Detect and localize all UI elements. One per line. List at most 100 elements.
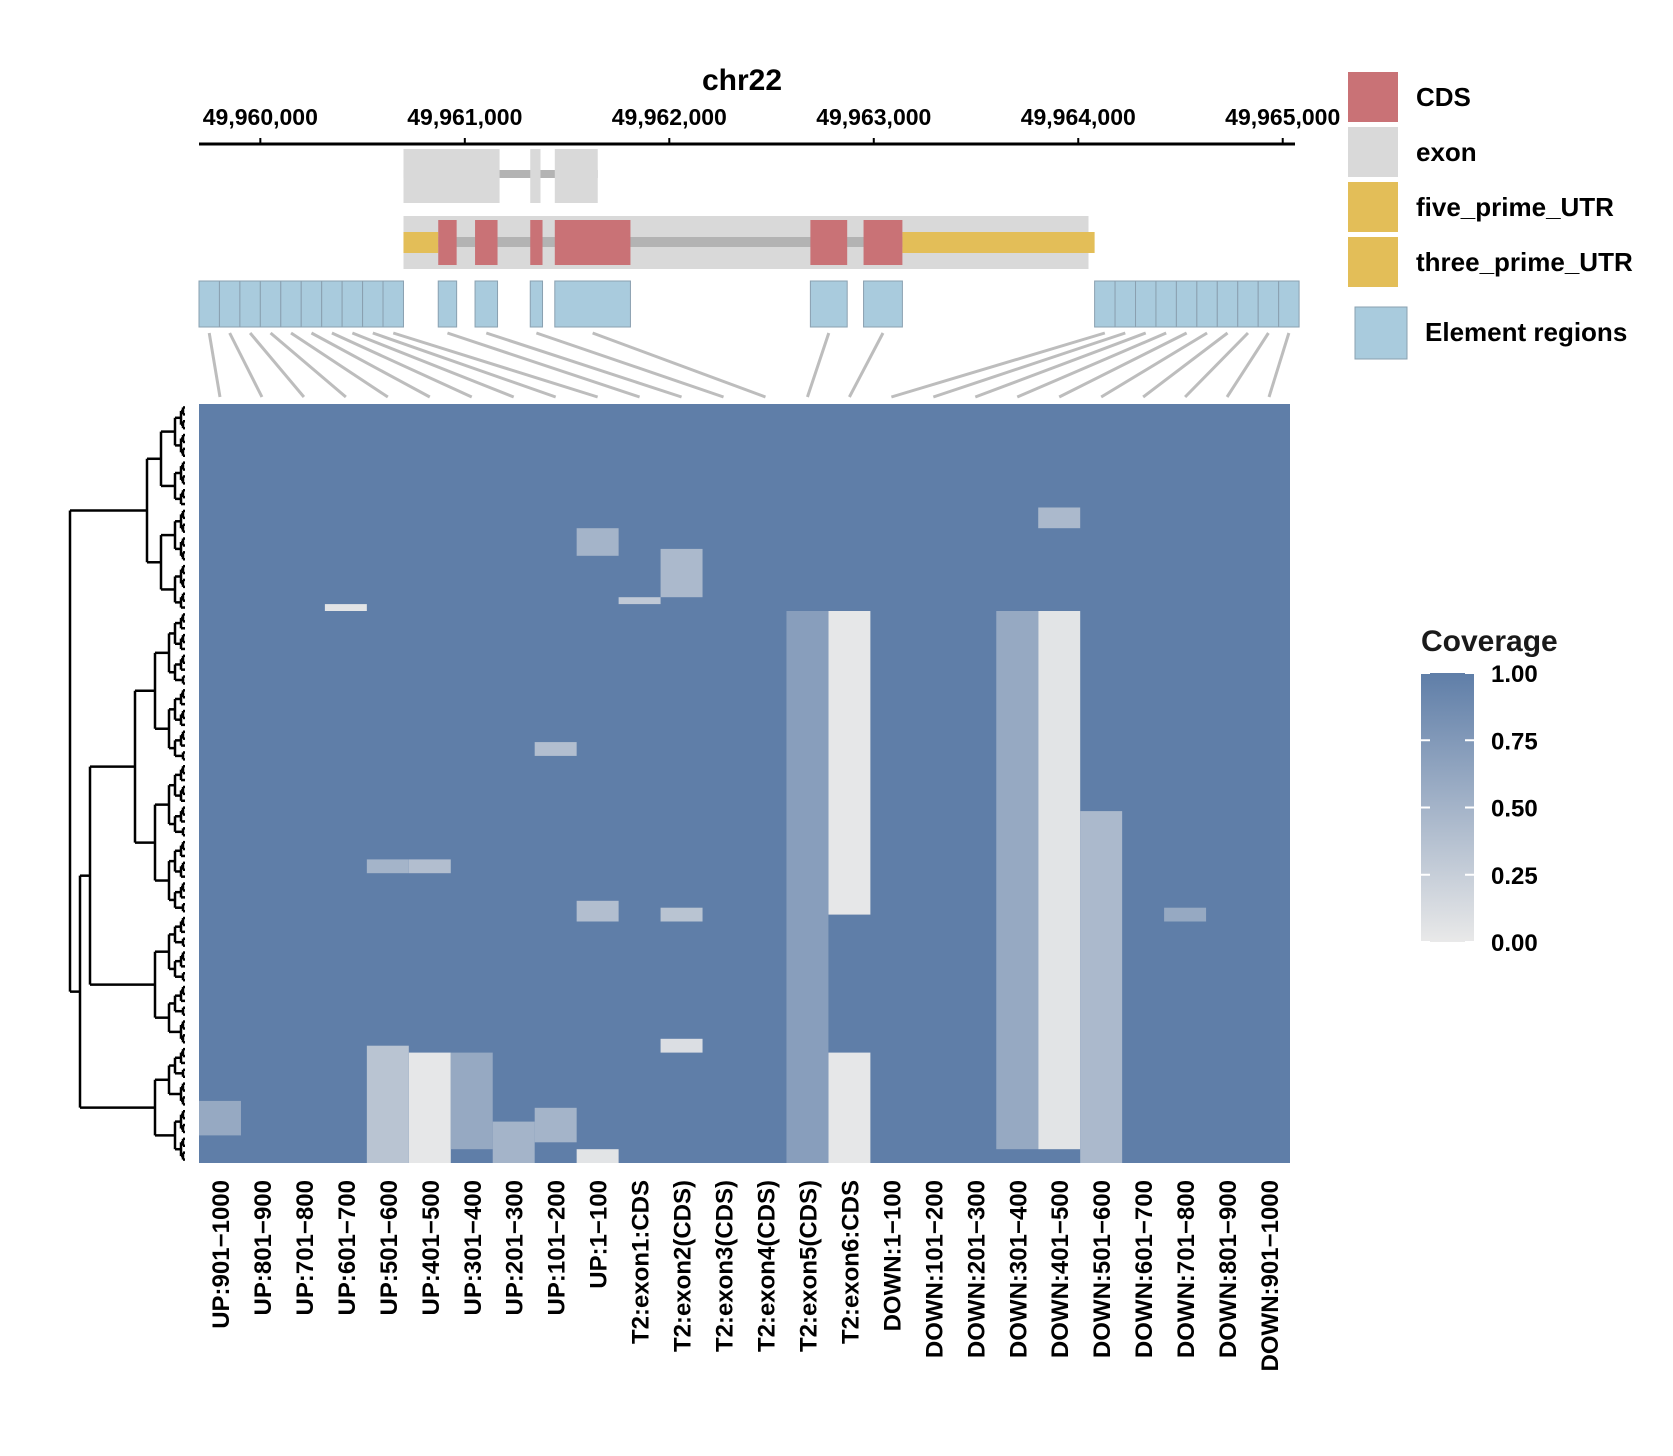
heatmap-cell-block [618, 597, 661, 605]
column-label: T2:exon1:CDS [628, 1180, 655, 1344]
column-label: UP:701−800 [292, 1180, 319, 1315]
column-label: DOWN:101−200 [921, 1180, 948, 1358]
element-region [1278, 280, 1300, 328]
column-label: DOWN:901−1000 [1257, 1180, 1284, 1371]
region-connector-line [974, 331, 1147, 399]
legend-label: CDS [1416, 82, 1471, 112]
colorbar-tick-label: 0.75 [1491, 728, 1538, 755]
column-label: DOWN:201−300 [963, 1180, 990, 1358]
column-label: DOWN:401−500 [1047, 1180, 1074, 1358]
element-regions-track [198, 280, 1300, 328]
column-label: DOWN:601−700 [1131, 1180, 1158, 1358]
element-region [1175, 280, 1198, 328]
heatmap-cell-block [366, 1045, 409, 1163]
heatmap-cell-block [828, 611, 871, 915]
element-region [554, 280, 631, 328]
column-label: T2:exon3(CDS) [712, 1180, 739, 1352]
axis-tick-label: 49,965,000 [1225, 104, 1340, 130]
heatmap-cell-block [324, 604, 367, 611]
element-region [474, 280, 499, 328]
region-connector-line [485, 331, 683, 399]
legend-swatch [1354, 306, 1408, 360]
colorbar-title: Coverage [1421, 625, 1558, 658]
region-connector-line [932, 331, 1126, 399]
region-connector-line [269, 331, 347, 399]
transcript-1-exon [403, 149, 500, 203]
element-region [1094, 280, 1116, 328]
cds-segment [475, 220, 498, 265]
heatmap-cell-block [786, 611, 829, 1163]
element-region [529, 280, 544, 328]
element-region [198, 280, 220, 328]
axis-tick-label: 49,962,000 [612, 104, 727, 130]
element-region [863, 280, 903, 328]
heatmap-cell-block [828, 1052, 871, 1163]
heatmap-cell-block [576, 1149, 619, 1163]
legend-label: three_prime_UTR [1416, 247, 1633, 277]
heatmap [199, 404, 1290, 1163]
heatmap-cell-block [366, 859, 409, 874]
region-connector-line [806, 332, 831, 398]
element-region [280, 280, 302, 328]
element-region [218, 280, 241, 328]
region-connector-line [592, 331, 767, 399]
heatmap-cell-block [450, 1052, 493, 1150]
heatmap-cell-block [996, 611, 1039, 1150]
row-dendrogram [68, 406, 185, 1161]
heatmap-cell-block [408, 1052, 451, 1163]
cds-segment [530, 220, 543, 265]
three-prime-utr-segment [902, 232, 1095, 253]
column-label: UP:401−500 [418, 1180, 445, 1315]
column-label: UP:201−300 [502, 1180, 529, 1315]
heatmap-cell-block [534, 1107, 577, 1143]
element-region [1114, 280, 1137, 328]
region-connector-line [392, 331, 599, 399]
region-connector-line [446, 331, 641, 399]
region-connector-line [351, 331, 515, 399]
region-connector-line [1142, 331, 1229, 399]
region-connector-line [1058, 331, 1188, 399]
colorbar-tick-label: 0.25 [1491, 863, 1538, 890]
gene-track [403, 149, 1095, 269]
cds-segment [863, 220, 903, 265]
element-region [341, 280, 364, 328]
cds-segment [438, 220, 457, 265]
column-label: DOWN:1−100 [879, 1180, 906, 1331]
region-connector-line [331, 331, 473, 399]
element-region [259, 280, 282, 328]
heatmap-cell-block [1038, 611, 1081, 1150]
region-connector-line [1100, 331, 1208, 399]
heatmap-background [199, 404, 1290, 1163]
axis-tick-label: 49,963,000 [816, 104, 931, 130]
column-label: T2:exon5(CDS) [795, 1180, 822, 1352]
element-region [239, 280, 261, 328]
column-label: UP:1−100 [586, 1180, 613, 1289]
axis-tick-label: 49,964,000 [1021, 104, 1136, 130]
feature-legend: CDS exon five_prime_UTR three_prime_UTR Elem… [1348, 72, 1633, 360]
element-region [1216, 280, 1239, 328]
column-label: UP:501−600 [376, 1180, 403, 1315]
legend-swatch [1348, 237, 1398, 287]
region-connector-line [1184, 331, 1250, 399]
axis-tick-label: 49,961,000 [407, 104, 522, 130]
heatmap-cell-block [576, 900, 619, 922]
element-region [437, 280, 458, 328]
region-connector-line [890, 331, 1106, 399]
column-label: UP:801−900 [250, 1180, 277, 1315]
element-region [300, 280, 323, 328]
colorbar-tick-label: 0.50 [1491, 796, 1538, 823]
column-label: T2:exon6:CDS [837, 1180, 864, 1344]
coverage-colorbar: Coverage 1.00 0.75 0.50 0.25 0.00 [1421, 625, 1558, 957]
genomic-axis: 49,960,000 49,961,000 49,962,000 49,963,000… [199, 104, 1340, 146]
heatmap-cell-block [660, 1038, 703, 1053]
axis-tick-label: 49,960,000 [203, 104, 318, 130]
column-label: T2:exon4(CDS) [753, 1180, 780, 1352]
region-connector-line [1267, 332, 1291, 398]
legend-label: exon [1416, 137, 1477, 167]
column-label: UP:901−1000 [208, 1180, 235, 1329]
column-label: T2:exon2(CDS) [670, 1180, 697, 1352]
heatmap-cell-block [1164, 907, 1207, 922]
column-label: DOWN:301−400 [1005, 1180, 1032, 1358]
